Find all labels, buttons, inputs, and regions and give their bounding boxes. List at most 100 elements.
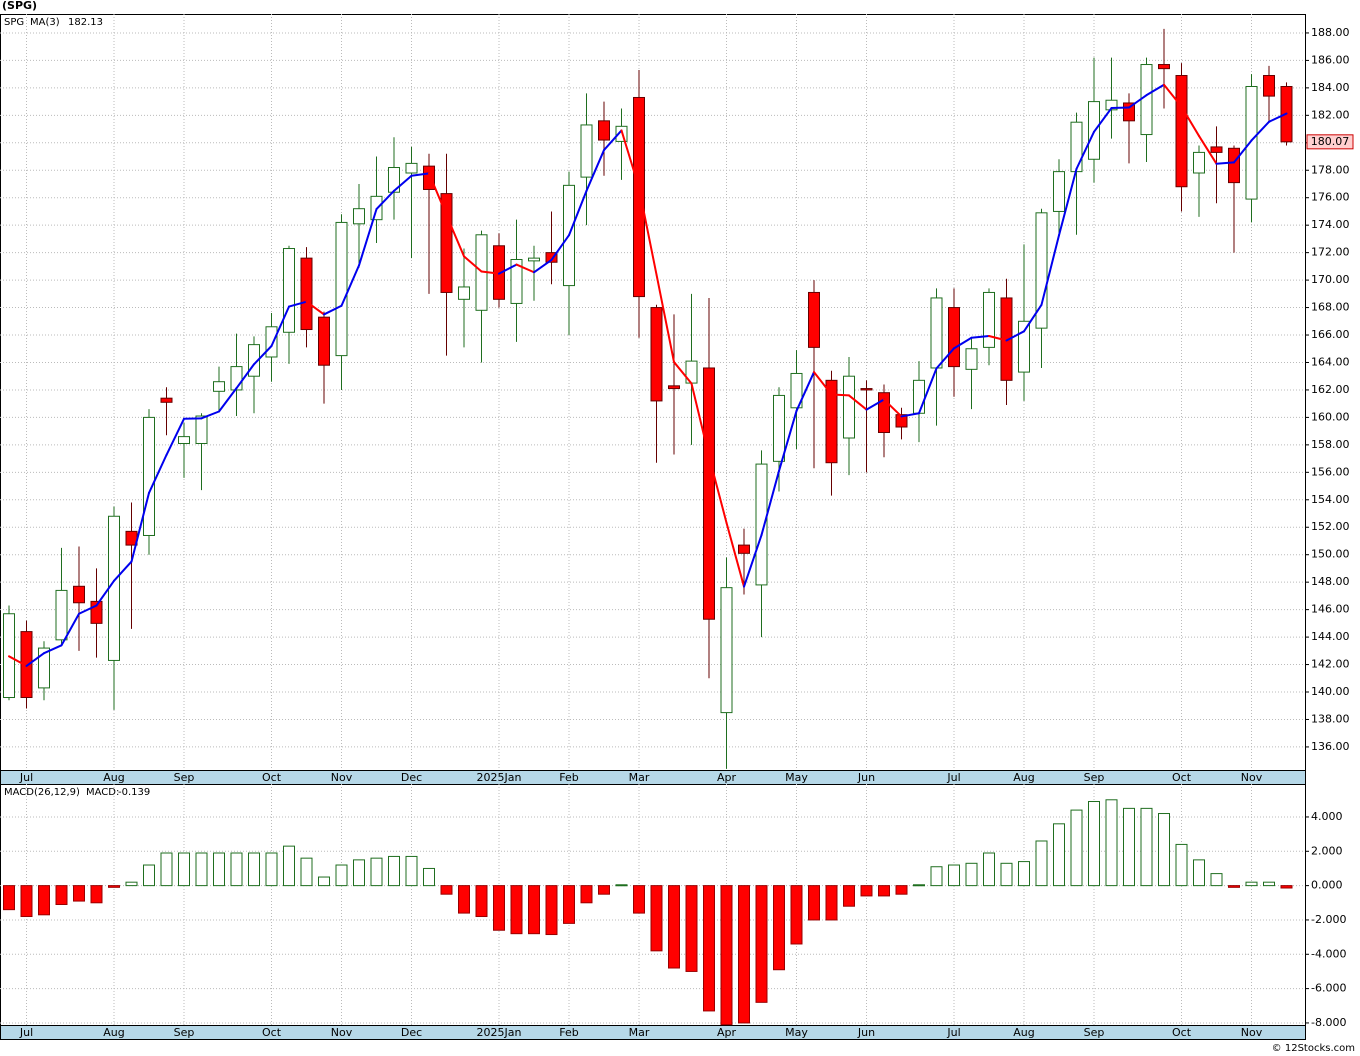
ma-line xyxy=(463,255,483,273)
macd-bar xyxy=(458,885,470,914)
legend-macd: MACD(26,12,9) xyxy=(4,787,80,798)
macd-bar xyxy=(1053,823,1065,887)
ma-line xyxy=(165,417,185,456)
ma-line xyxy=(673,361,693,385)
candle-body xyxy=(353,208,365,225)
ma-line xyxy=(1198,134,1218,165)
x-tick-label: Jul xyxy=(946,771,960,784)
candle-body xyxy=(318,316,330,366)
ma-line xyxy=(375,189,395,211)
candle-body xyxy=(965,348,978,370)
ma-line xyxy=(253,345,273,366)
candle-body xyxy=(1070,121,1083,173)
x-tick-label: Dec xyxy=(401,1026,422,1039)
y-tick-label: 138.00 xyxy=(1311,712,1350,725)
y-tick-label: 182.00 xyxy=(1311,108,1350,121)
candle-body xyxy=(895,414,908,428)
macd-bar xyxy=(318,876,330,887)
candle-body xyxy=(1105,99,1118,111)
candle-body xyxy=(405,162,418,174)
ma-line xyxy=(130,491,150,563)
candle-body xyxy=(20,631,33,699)
macd-bar xyxy=(1140,807,1153,887)
ma-line xyxy=(288,300,308,308)
candle-body xyxy=(1245,85,1258,200)
ma-line xyxy=(1005,330,1025,342)
x-tick-label: Aug xyxy=(103,1026,124,1039)
macd-bar xyxy=(20,885,33,918)
ma-line xyxy=(393,174,413,192)
ma-line xyxy=(883,398,903,418)
macd-bar xyxy=(860,885,873,897)
ma-line xyxy=(813,371,833,396)
legend-ma: MA(3) xyxy=(30,17,60,28)
y-tick-label: -6.000 xyxy=(1311,982,1346,995)
candle-body xyxy=(913,379,925,414)
x-tick-label: Jul xyxy=(946,1026,960,1039)
x-axis-strip xyxy=(0,1025,1306,1040)
candle-body xyxy=(195,415,208,444)
ma-line xyxy=(585,149,605,192)
x-tick-label: Nov xyxy=(331,771,353,784)
macd-bar xyxy=(230,852,243,887)
candle-body xyxy=(1175,75,1188,188)
ma-line xyxy=(848,394,868,411)
x-tick-label: 2025Jan xyxy=(477,1026,522,1039)
macd-bar xyxy=(633,885,645,914)
x-tick-label: Nov xyxy=(1241,771,1263,784)
macd-bar xyxy=(545,885,558,936)
candle-body xyxy=(1053,171,1065,212)
macd-bar xyxy=(1000,862,1013,887)
x-tick-label: Aug xyxy=(1013,771,1034,784)
macd-bar xyxy=(90,885,103,904)
y-tick-label: 186.00 xyxy=(1311,53,1350,66)
candle-body xyxy=(650,307,663,402)
macd-bar xyxy=(108,885,120,888)
macd-bar xyxy=(1245,881,1258,887)
macd-bar xyxy=(1263,881,1275,887)
ma-line xyxy=(235,363,255,390)
macd-bar xyxy=(650,885,663,952)
macd-bar xyxy=(440,885,453,895)
candle-body xyxy=(1263,75,1275,97)
candle-body xyxy=(720,587,733,714)
macd-bar xyxy=(3,885,15,911)
ma-line xyxy=(743,534,763,588)
y-tick-label: 178.00 xyxy=(1311,163,1350,176)
macd-bar xyxy=(685,885,698,972)
y-tick-label: 156.00 xyxy=(1311,465,1350,478)
y-tick-label: 136.00 xyxy=(1311,740,1350,753)
candle-body xyxy=(615,125,628,142)
macd-bar xyxy=(528,885,540,935)
ma-line xyxy=(1128,94,1148,109)
candle-body xyxy=(265,326,278,358)
candle-body xyxy=(738,544,750,554)
x-tick-label: May xyxy=(785,771,808,784)
y-tick-label: 140.00 xyxy=(1311,685,1350,698)
ma-line xyxy=(515,263,535,274)
x-tick-label: Feb xyxy=(559,771,578,784)
candle-body xyxy=(213,381,225,392)
macd-bar xyxy=(1210,873,1223,887)
ma-line xyxy=(95,579,115,607)
ma-line xyxy=(900,412,920,418)
candle-body xyxy=(633,96,645,298)
x-tick-label: May xyxy=(785,1026,808,1039)
x-tick-label: Sep xyxy=(174,771,195,784)
macd-bar xyxy=(825,885,838,921)
x-tick-label: Apr xyxy=(717,1026,737,1039)
y-tick-label: 176.00 xyxy=(1311,191,1350,204)
macd-bar xyxy=(878,885,890,897)
candle-body xyxy=(790,372,803,409)
ma-line xyxy=(200,410,220,420)
macd-bar xyxy=(265,852,278,887)
macd-bar xyxy=(143,864,155,887)
ma-line xyxy=(1268,112,1288,123)
ma-line xyxy=(323,304,343,316)
candle-body xyxy=(1123,102,1135,122)
ma-line xyxy=(1058,167,1078,237)
x-tick-label: Apr xyxy=(717,771,737,784)
ma-line xyxy=(1180,105,1200,137)
y-tick-label: 2.000 xyxy=(1311,844,1343,857)
y-tick-label: 170.00 xyxy=(1311,273,1350,286)
